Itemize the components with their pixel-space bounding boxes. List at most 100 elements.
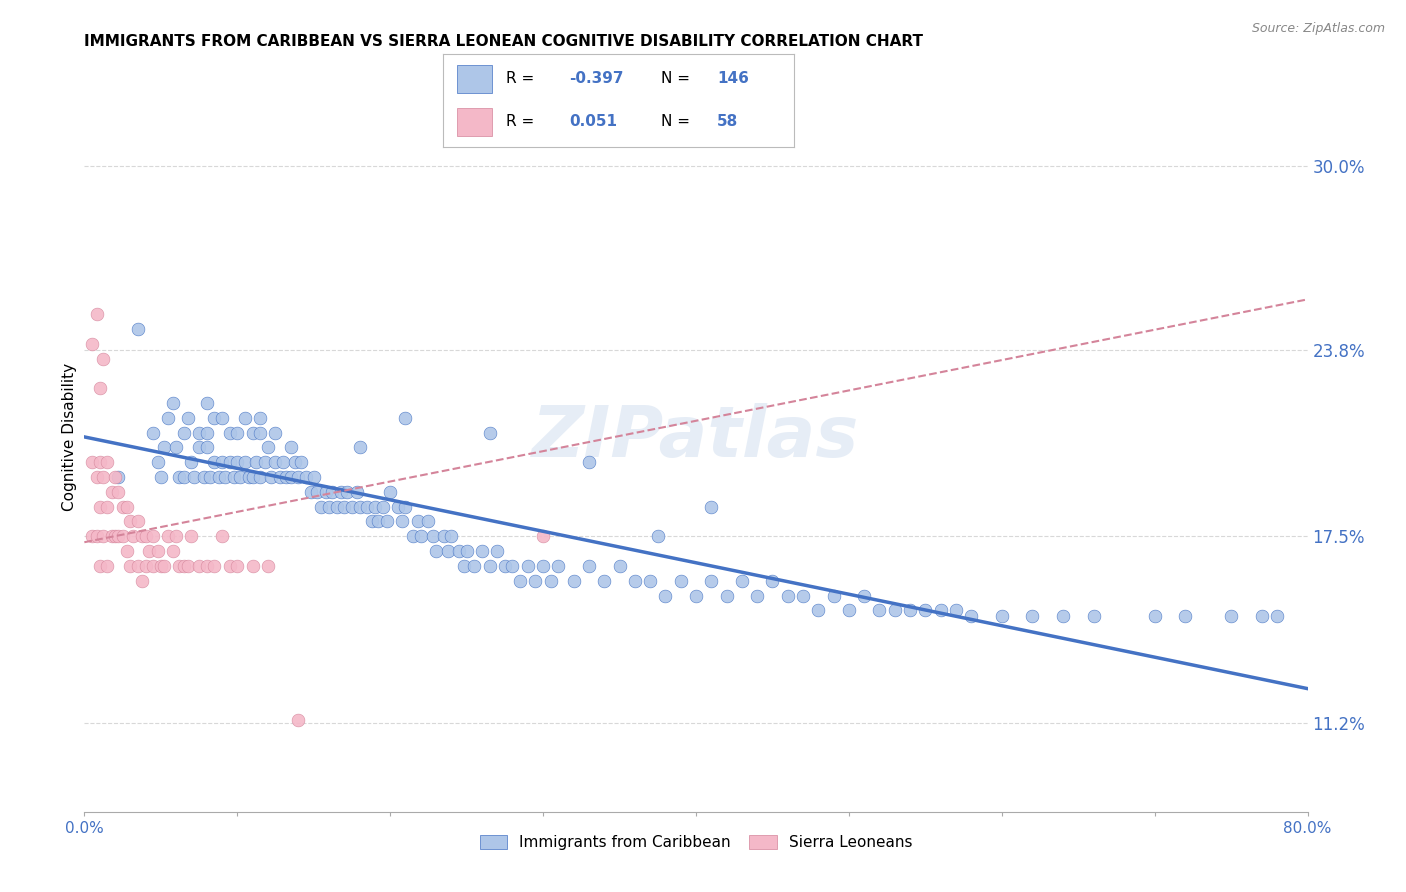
Point [562, 574, 585, 588]
Point [685, 589, 707, 603]
Point [945, 603, 967, 617]
Text: R =: R = [506, 71, 540, 87]
Point [249, 410, 271, 425]
Point [111, 500, 134, 514]
Point [280, 470, 302, 484]
Point [89, 500, 111, 514]
Point [229, 470, 252, 484]
Point [471, 544, 494, 558]
Point [290, 455, 312, 469]
Point [177, 410, 200, 425]
Point [540, 574, 562, 588]
Point [167, 558, 190, 573]
Point [165, 441, 187, 455]
Point [853, 589, 876, 603]
Point [447, 544, 470, 558]
Point [356, 500, 378, 514]
Point [165, 529, 187, 543]
Point [162, 396, 184, 410]
Point [991, 609, 1014, 624]
Point [792, 589, 814, 603]
Point [146, 455, 169, 469]
Point [299, 484, 322, 499]
Point [669, 574, 692, 588]
Point [478, 425, 501, 440]
Point [149, 558, 172, 573]
Point [115, 544, 138, 558]
Point [578, 558, 600, 573]
Text: R =: R = [506, 114, 544, 129]
Point [960, 609, 983, 624]
Point [456, 544, 478, 558]
Point [162, 544, 184, 558]
Point [208, 470, 231, 484]
Point [1143, 609, 1166, 624]
Point [269, 470, 291, 484]
Point [238, 470, 260, 484]
Point [716, 589, 738, 603]
Point [242, 470, 264, 484]
Point [242, 558, 264, 573]
Point [1250, 609, 1272, 624]
Point [218, 425, 240, 440]
Point [409, 529, 432, 543]
Point [91, 529, 114, 543]
Point [153, 441, 176, 455]
Point [284, 455, 307, 469]
Point [157, 529, 180, 543]
Point [202, 558, 225, 573]
Point [747, 589, 769, 603]
Point [463, 558, 485, 573]
Point [202, 410, 225, 425]
Point [638, 574, 661, 588]
Point [336, 484, 359, 499]
Point [173, 558, 195, 573]
Point [195, 425, 218, 440]
Y-axis label: Cognitive Disability: Cognitive Disability [62, 363, 77, 511]
Point [422, 529, 444, 543]
Point [127, 515, 149, 529]
Point [654, 589, 676, 603]
Point [402, 529, 425, 543]
Point [311, 500, 333, 514]
Point [86, 307, 108, 321]
Point [131, 574, 153, 588]
Text: 58: 58 [717, 114, 738, 129]
Point [624, 574, 647, 588]
Point [509, 574, 531, 588]
Point [242, 425, 264, 440]
Point [183, 470, 205, 484]
Point [180, 529, 202, 543]
Point [226, 425, 249, 440]
Point [135, 558, 157, 573]
Point [1052, 609, 1074, 624]
Point [271, 455, 294, 469]
Text: N =: N = [661, 114, 695, 129]
Point [406, 515, 429, 529]
Point [115, 500, 138, 514]
Point [375, 515, 398, 529]
Point [823, 589, 845, 603]
Point [302, 470, 325, 484]
Point [609, 558, 631, 573]
Point [295, 470, 318, 484]
Point [593, 574, 616, 588]
Point [149, 470, 172, 484]
Point [188, 425, 211, 440]
Point [80, 336, 103, 351]
Point [264, 455, 287, 469]
Text: 146: 146 [717, 71, 749, 87]
Point [1083, 609, 1105, 624]
Point [122, 529, 145, 543]
Point [305, 484, 328, 499]
Point [776, 589, 799, 603]
Point [418, 515, 440, 529]
Point [516, 558, 538, 573]
Point [195, 441, 218, 455]
Point [146, 544, 169, 558]
Point [380, 484, 402, 499]
Point [211, 455, 233, 469]
Point [433, 529, 456, 543]
Point [101, 529, 124, 543]
Point [249, 425, 271, 440]
